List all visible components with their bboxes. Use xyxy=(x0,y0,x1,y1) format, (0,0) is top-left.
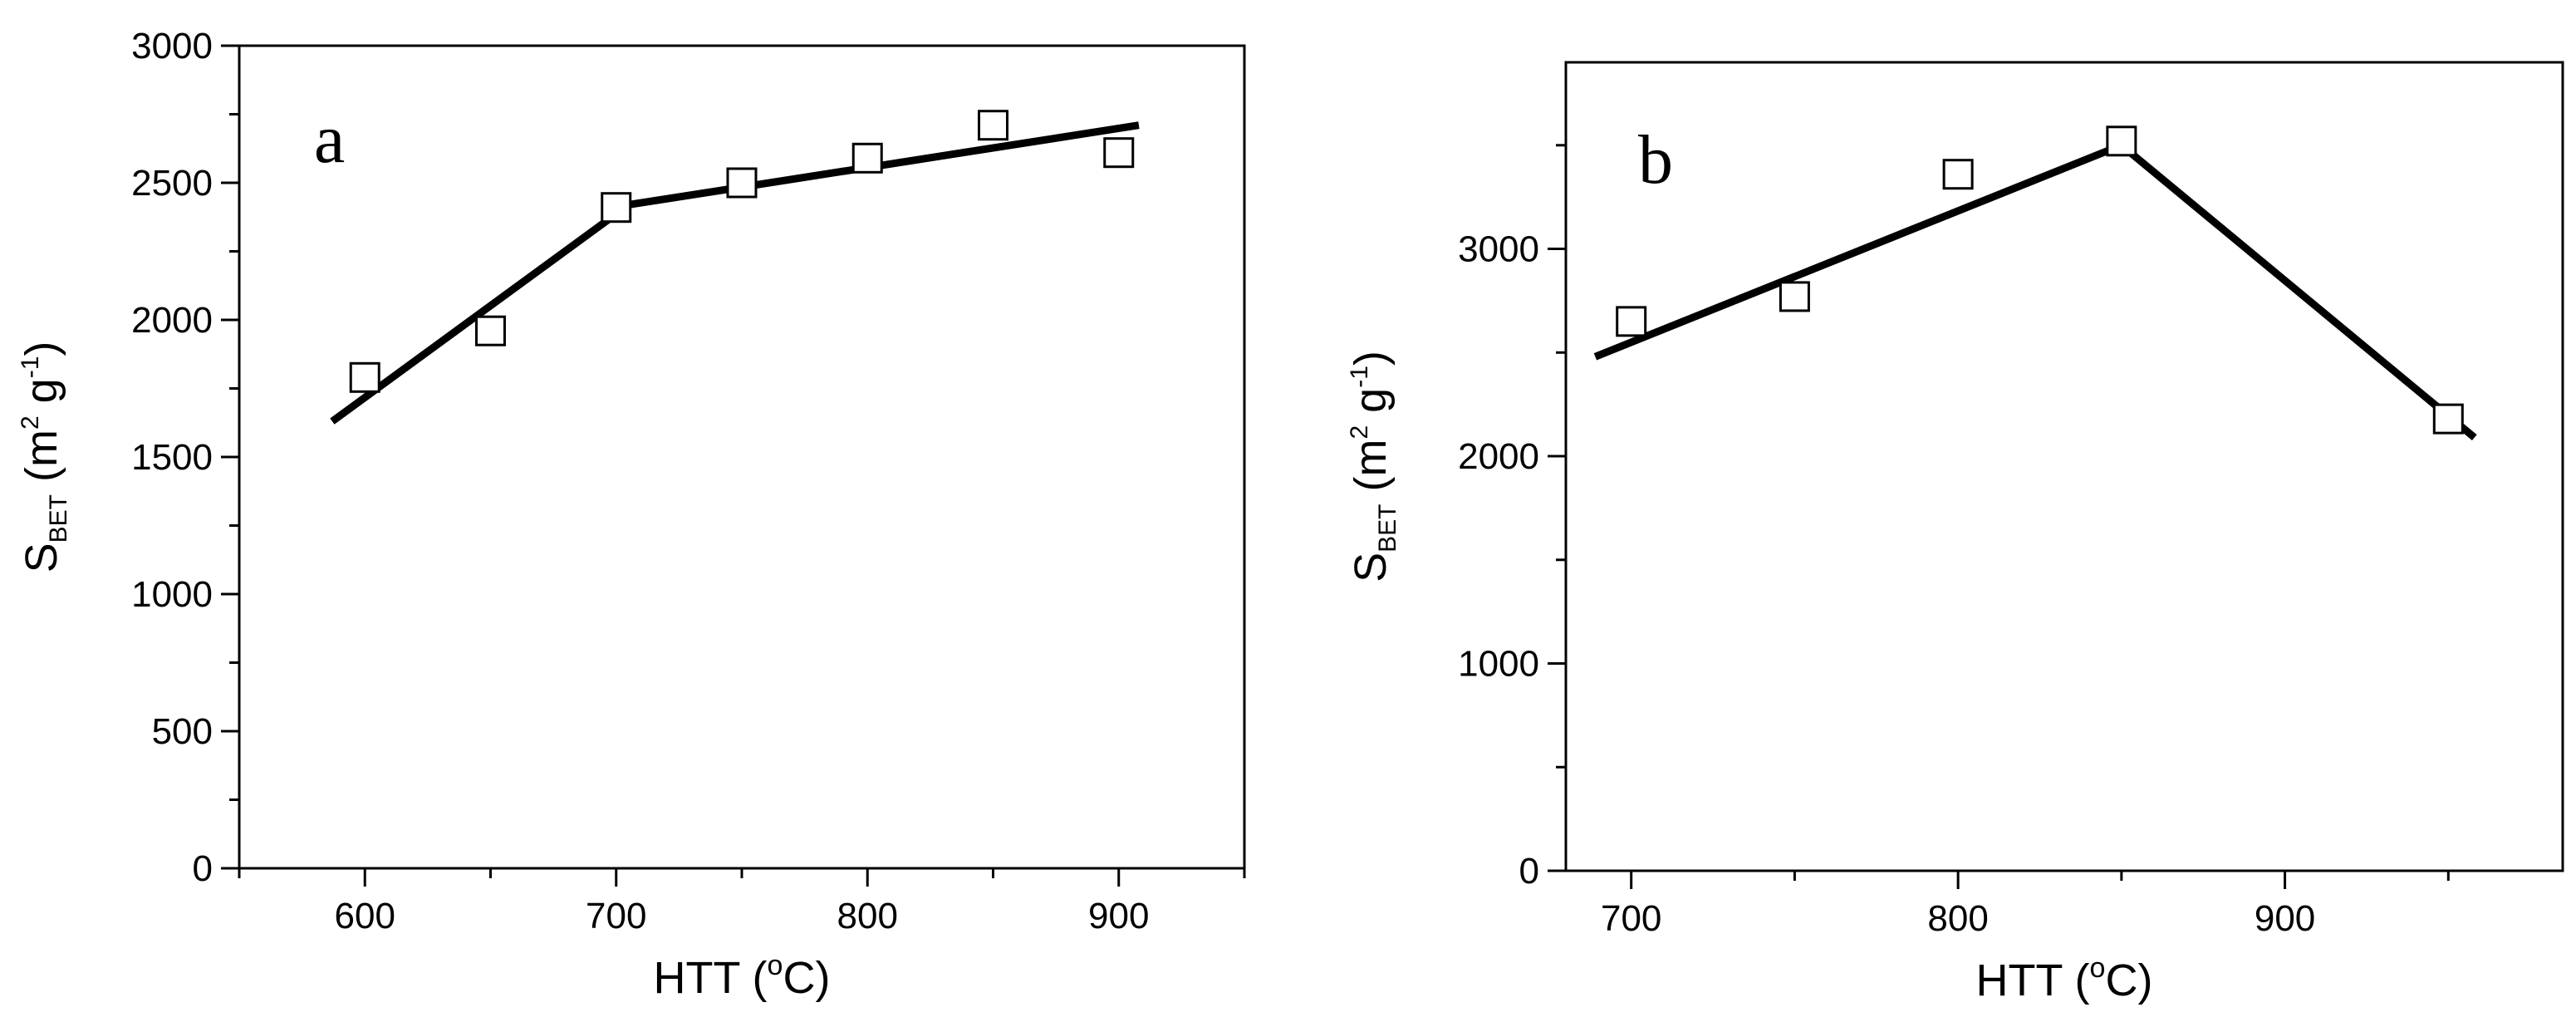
x-tick-label: 800 xyxy=(1927,898,1988,939)
panel-label: b xyxy=(1638,121,1673,199)
x-tick-label: 700 xyxy=(1601,898,1661,939)
y-axis-title: SBET (m2 g-1) xyxy=(17,341,72,573)
data-point xyxy=(1103,137,1135,169)
y-tick-label: 500 xyxy=(152,711,213,752)
data-point xyxy=(2432,403,2464,435)
y-tick-label: 1500 xyxy=(131,437,213,478)
fit-line xyxy=(1593,141,2477,441)
data-point xyxy=(1942,159,1974,190)
y-axis-title: SBET (m2 g-1) xyxy=(1346,351,1401,582)
y-tick-label: 3000 xyxy=(131,26,213,66)
data-point xyxy=(601,192,632,224)
panel-b: 700 800 900 0 1000 2000 3000 HTT (oC) SBET (m2 g… xyxy=(1346,61,2564,1005)
x-tick-label: 800 xyxy=(837,896,898,936)
data-point xyxy=(349,361,380,393)
data-point xyxy=(851,142,883,174)
y-tick-label: 1000 xyxy=(1458,644,1539,685)
data-point xyxy=(978,110,1008,141)
data-point xyxy=(726,167,758,199)
y-tick-label: 1000 xyxy=(131,574,213,615)
y-tick-label: 2000 xyxy=(1458,436,1539,477)
y-tick-label: 2500 xyxy=(131,163,213,204)
panel-a: 600 700 800 900 0 500 1000 1500 2000 2500 3000 HTT … xyxy=(17,26,1246,1003)
data-point xyxy=(475,315,506,346)
x-axis-title: HTT (oC) xyxy=(654,950,831,1003)
x-axis-title: HTT (oC) xyxy=(1976,952,2153,1005)
x-tick-label: 900 xyxy=(1088,896,1149,936)
y-tick-label: 0 xyxy=(193,848,213,889)
x-tick-label: 600 xyxy=(335,896,395,936)
data-point xyxy=(1616,306,1647,337)
y-tick-label: 2000 xyxy=(131,300,213,341)
data-point xyxy=(2106,125,2137,157)
x-tick-label: 700 xyxy=(586,896,646,936)
panel-label: a xyxy=(314,101,345,178)
y-tick-label: 0 xyxy=(1519,851,1539,892)
y-tick-label: 3000 xyxy=(1458,229,1539,270)
x-tick-label: 900 xyxy=(2255,898,2315,939)
plot-frame xyxy=(1564,61,2564,872)
data-point xyxy=(1779,281,1810,312)
